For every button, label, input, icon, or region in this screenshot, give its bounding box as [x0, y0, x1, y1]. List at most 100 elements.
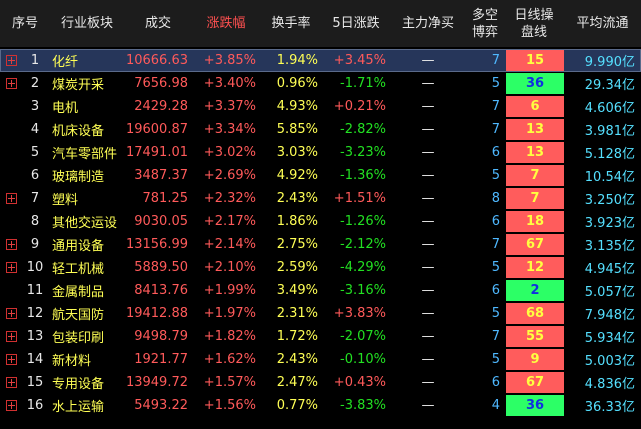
net-buy: — — [421, 398, 435, 413]
column-header[interactable]: 换手率 — [260, 0, 322, 47]
column-header[interactable]: 5日涨跌 — [322, 0, 390, 47]
turnover: 0.96% — [276, 76, 318, 91]
net-buy: — — [421, 352, 435, 367]
row-index: 11 — [26, 283, 44, 298]
change: +1.82% — [203, 329, 256, 344]
net-buy: — — [421, 168, 435, 183]
turnover: 0.77% — [276, 398, 318, 413]
expand-button[interactable] — [6, 78, 17, 89]
long-short: 6 — [491, 375, 500, 390]
sector-name: 轻工机械 — [52, 262, 105, 277]
long-short: 7 — [491, 237, 500, 252]
long-short: 7 — [491, 99, 500, 114]
change-5d: +3.83% — [333, 306, 386, 321]
volume: 9498.79 — [134, 329, 188, 344]
float-cap: 4.836亿 — [584, 377, 635, 392]
float-cap: 4.606亿 — [584, 101, 635, 116]
volume: 1921.77 — [134, 352, 188, 367]
daily-signal: 13 — [506, 119, 564, 140]
net-buy: — — [421, 191, 435, 206]
row-index: 16 — [26, 398, 44, 413]
sector-name: 包装印刷 — [52, 331, 105, 346]
volume: 2429.28 — [134, 99, 188, 114]
float-cap: 5.003亿 — [584, 354, 635, 369]
column-header[interactable]: 涨跌幅 — [192, 0, 260, 47]
turnover: 5.85% — [276, 122, 318, 137]
expand-button[interactable] — [6, 239, 17, 250]
net-buy: — — [421, 214, 435, 229]
long-short: 4 — [491, 398, 500, 413]
float-cap: 4.945亿 — [584, 262, 635, 277]
volume: 13156.99 — [125, 237, 188, 252]
expand-button[interactable] — [6, 308, 17, 319]
daily-signal: 18 — [506, 211, 564, 232]
volume: 781.25 — [142, 191, 189, 206]
row-index: 3 — [30, 99, 40, 114]
float-cap: 3.135亿 — [584, 239, 635, 254]
volume: 9030.05 — [134, 214, 188, 229]
change: +1.62% — [203, 352, 256, 367]
change: +2.10% — [203, 260, 256, 275]
change: +3.40% — [203, 76, 256, 91]
sector-name: 专用设备 — [52, 377, 105, 392]
daily-signal: 13 — [506, 142, 564, 163]
long-short: 6 — [491, 214, 500, 229]
expand-button[interactable] — [6, 354, 17, 365]
column-header[interactable]: 平均流通 — [564, 0, 641, 47]
change-5d: -0.10% — [340, 352, 386, 367]
expand-button[interactable] — [6, 331, 17, 342]
column-header[interactable]: 行业板块 — [50, 0, 124, 47]
volume: 10666.63 — [125, 53, 188, 68]
daily-signal: 7 — [506, 188, 564, 209]
net-buy: — — [421, 53, 435, 68]
net-buy: — — [421, 237, 435, 252]
turnover: 1.72% — [276, 329, 318, 344]
change: +1.97% — [203, 306, 256, 321]
change-5d: -2.82% — [340, 122, 386, 137]
long-short: 5 — [491, 260, 500, 275]
change: +3.85% — [203, 53, 256, 68]
change-5d: -1.36% — [340, 168, 386, 183]
column-header[interactable]: 多空博弈 — [466, 0, 504, 47]
expand-button[interactable] — [6, 55, 17, 66]
expand-button[interactable] — [6, 400, 17, 411]
net-buy: — — [421, 283, 435, 298]
volume: 13949.72 — [125, 375, 188, 390]
column-header[interactable]: 主力净买 — [390, 0, 466, 47]
net-buy: — — [421, 76, 435, 91]
row-index: 6 — [30, 168, 40, 183]
row-index: 2 — [30, 76, 40, 91]
column-header[interactable]: 序号 — [0, 0, 50, 47]
float-cap: 10.54亿 — [584, 170, 635, 185]
sector-name: 煤炭开采 — [52, 78, 105, 93]
volume: 19412.88 — [125, 306, 188, 321]
change-5d: -3.83% — [340, 398, 386, 413]
expand-button[interactable] — [6, 262, 17, 273]
expand-button[interactable] — [6, 193, 17, 204]
change-5d: -1.26% — [340, 214, 386, 229]
change-5d: -1.71% — [340, 76, 386, 91]
row-index: 13 — [26, 329, 44, 344]
sector-name: 玻璃制造 — [52, 170, 105, 185]
row-index: 9 — [30, 237, 40, 252]
sector-name: 汽车零部件 — [52, 147, 118, 162]
turnover: 1.94% — [276, 53, 318, 68]
sector-name: 金属制品 — [52, 285, 105, 300]
row-index: 7 — [30, 191, 40, 206]
long-short: 7 — [491, 329, 500, 344]
daily-signal: 36 — [506, 395, 564, 416]
column-header[interactable]: 日线操盘线 — [504, 0, 564, 47]
net-buy: — — [421, 329, 435, 344]
daily-signal: 67 — [506, 372, 564, 393]
float-cap: 3.981亿 — [584, 124, 635, 139]
volume: 3487.37 — [134, 168, 188, 183]
turnover: 2.47% — [276, 375, 318, 390]
sector-name: 水上运输 — [52, 400, 105, 415]
long-short: 5 — [491, 76, 500, 91]
expand-button[interactable] — [6, 377, 17, 388]
net-buy: — — [421, 99, 435, 114]
column-header[interactable]: 成交 — [124, 0, 192, 47]
sector-name: 航天国防 — [52, 308, 105, 323]
daily-signal: 55 — [506, 326, 564, 347]
row-index: 8 — [30, 214, 40, 229]
